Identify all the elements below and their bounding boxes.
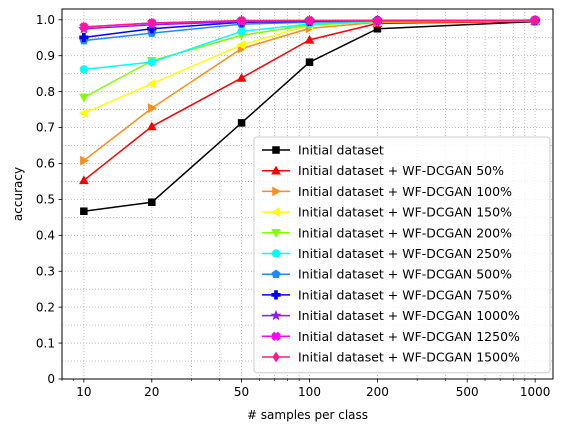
legend-marker	[272, 351, 280, 363]
y-tick-label: 0.5	[36, 193, 55, 207]
legend-item: Initial dataset + WF-DCGAN 150%	[262, 205, 512, 220]
grid-lines	[62, 9, 553, 379]
y-tick-label: 0	[47, 372, 55, 386]
legend-label: Initial dataset + WF-DCGAN 250%	[298, 246, 512, 261]
y-tick-label: 1.0	[36, 13, 55, 27]
legend-marker	[271, 229, 281, 238]
legend-label: Initial dataset + WF-DCGAN 1500%	[298, 350, 520, 365]
x-tick-label: 200	[366, 385, 389, 399]
data-point	[80, 21, 88, 33]
legend-item: Initial dataset	[262, 143, 384, 158]
legend-box	[253, 136, 551, 374]
legend-label: Initial dataset + WF-DCGAN 100%	[298, 184, 512, 199]
y-tick-label: 0.4	[36, 229, 55, 243]
data-point	[236, 72, 247, 82]
data-point	[78, 93, 89, 103]
data-point	[237, 15, 246, 26]
x-tick-label: 50	[234, 385, 249, 399]
legend-item: Initial dataset + WF-DCGAN 250%	[262, 246, 512, 261]
data-point	[80, 155, 89, 166]
legend-marker	[271, 249, 281, 258]
legend-marker	[270, 309, 282, 321]
legend-marker	[271, 290, 281, 300]
legend-label: Initial dataset + WF-DCGAN 500%	[298, 267, 512, 282]
legend-item: Initial dataset + WF-DCGAN 500%	[262, 267, 512, 282]
data-point	[78, 175, 89, 185]
data-point	[79, 32, 89, 42]
data-point	[79, 65, 89, 74]
legend-label: Initial dataset + WF-DCGAN 50%	[298, 163, 504, 178]
y-tick-label: 0.1	[36, 336, 55, 350]
data-point	[304, 34, 315, 44]
data-point	[80, 207, 88, 216]
y-tick-label: 0.6	[36, 157, 55, 171]
legend-label: Initial dataset + WF-DCGAN 1000%	[298, 308, 520, 323]
data-point	[305, 15, 314, 26]
x-axis-label: # samples per class	[247, 408, 368, 422]
series-10	[80, 14, 539, 33]
y-tick-label: 0.2	[36, 300, 55, 314]
data-point	[373, 15, 382, 26]
x-tick-label: 10	[76, 385, 91, 399]
y-tick-label: 0.8	[36, 85, 55, 99]
legend-item: Initial dataset + WF-DCGAN 50%	[262, 163, 504, 178]
data-point	[531, 14, 539, 26]
data-point	[146, 121, 157, 131]
legend: Initial dataset Initial dataset + WF-DCGA…	[253, 136, 551, 374]
y-tick-label: 0.7	[36, 121, 55, 135]
series-line	[83, 20, 536, 212]
data-point	[146, 78, 156, 89]
legend-label: Initial dataset + WF-DCGAN 1250%	[298, 329, 520, 344]
axis-ticks: 10 20 50 100 200 500 1000 0 0.1 0.2 0.3 0.4 0.5 0.6 0.…	[36, 13, 551, 399]
data-point	[147, 57, 156, 67]
series-line	[83, 20, 536, 181]
legend-label: Initial dataset + WF-DCGAN 200%	[298, 225, 512, 240]
y-axis-label: accuracy	[11, 167, 25, 221]
legend-item: Initial dataset + WF-DCGAN 100%	[262, 184, 512, 199]
legend-label: Initial dataset	[298, 143, 384, 158]
legend-marker	[271, 331, 281, 341]
x-tick-label: 100	[298, 385, 321, 399]
legend-item: Initial dataset + WF-DCGAN 750%	[262, 287, 512, 302]
y-tick-label: 0.9	[36, 49, 55, 63]
legend-marker	[271, 269, 281, 278]
series-layer	[78, 14, 541, 216]
legend-marker	[272, 186, 282, 197]
legend-item: Initial dataset + WF-DCGAN 200%	[262, 225, 512, 240]
data-point	[148, 103, 157, 114]
legend-marker	[270, 207, 280, 217]
plot-frame	[61, 8, 554, 380]
series-line	[83, 19, 536, 28]
legend-item: Initial dataset + WF-DCGAN 1000%	[262, 308, 520, 323]
x-tick-label: 20	[144, 385, 159, 399]
legend-item: Initial dataset + WF-DCGAN 1250%	[262, 329, 520, 344]
x-tick-label: 500	[456, 385, 479, 399]
legend-label: Initial dataset + WF-DCGAN 150%	[298, 205, 512, 220]
data-point	[78, 108, 88, 119]
data-point	[305, 58, 314, 66]
data-point	[237, 27, 246, 36]
y-tick-label: 0.3	[36, 264, 55, 278]
legend-label: Initial dataset + WF-DCGAN 750%	[298, 287, 512, 302]
legend-marker	[272, 146, 280, 154]
data-point	[148, 17, 156, 29]
data-point	[236, 40, 246, 50]
x-tick-label: 1000	[520, 385, 551, 399]
data-point	[148, 198, 156, 207]
data-point	[237, 119, 246, 127]
legend-marker	[271, 165, 281, 175]
legend-item: Initial dataset + WF-DCGAN 1500%	[262, 350, 520, 365]
